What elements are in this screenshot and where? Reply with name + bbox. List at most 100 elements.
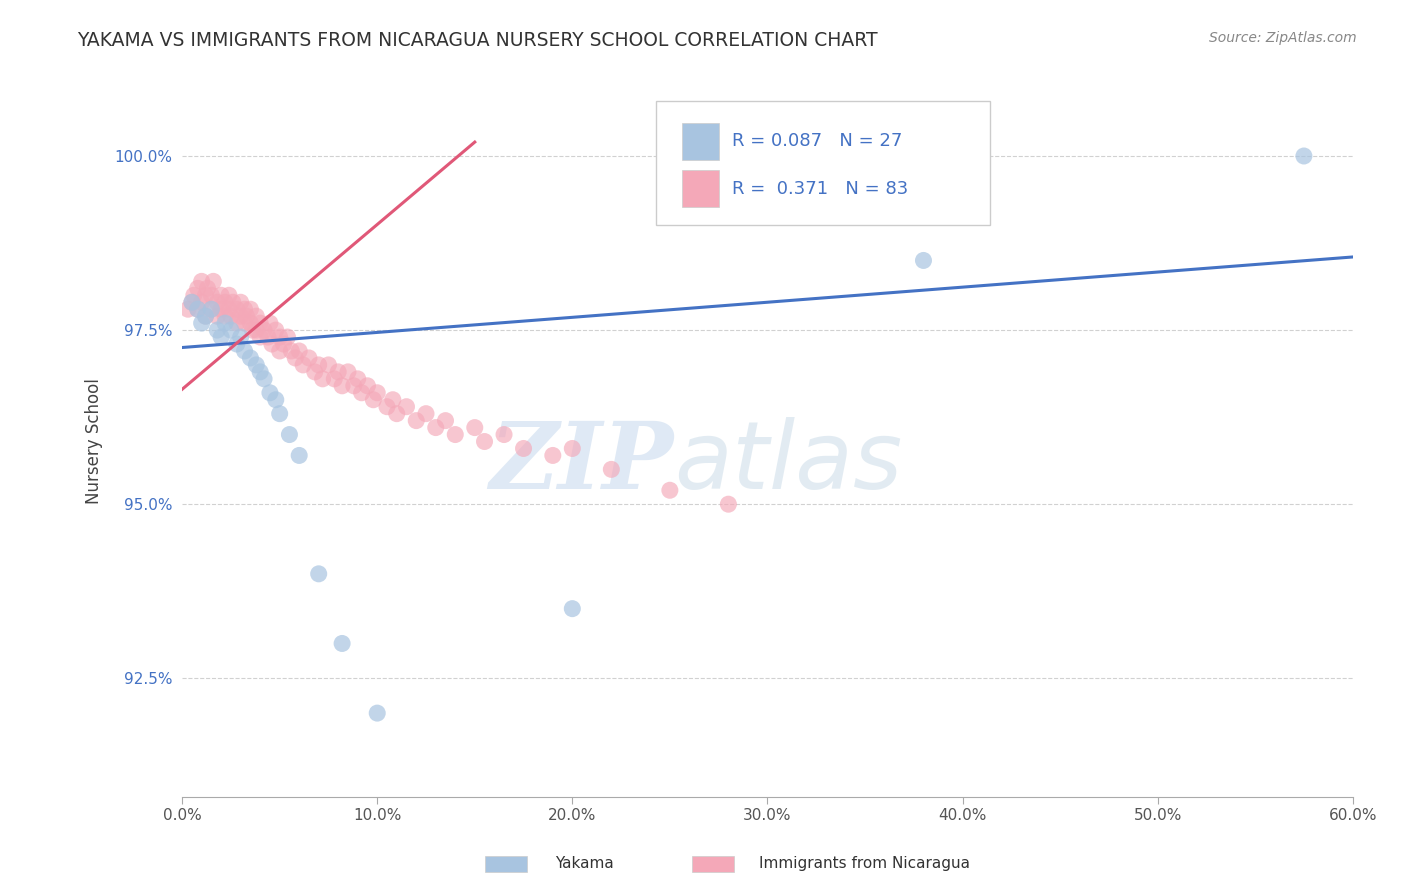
Point	[249, 330, 271, 344]
Point	[225, 316, 247, 330]
Point	[177, 302, 200, 317]
Point	[318, 358, 340, 372]
Point	[190, 316, 212, 330]
Point	[207, 309, 229, 323]
Point	[249, 365, 271, 379]
Point	[180, 295, 202, 310]
Point	[492, 427, 515, 442]
Point	[257, 330, 280, 344]
Point	[284, 351, 307, 365]
Point	[561, 601, 583, 615]
Point	[280, 343, 302, 358]
Point	[425, 420, 447, 434]
Point	[218, 302, 240, 317]
Point	[219, 309, 242, 323]
Point	[385, 407, 408, 421]
Point	[288, 343, 311, 358]
Text: R =  0.371   N = 83: R = 0.371 N = 83	[733, 179, 908, 198]
Point	[264, 392, 287, 407]
Point	[912, 253, 935, 268]
Point	[209, 302, 232, 317]
Point	[202, 274, 225, 288]
Point	[209, 288, 232, 302]
Point	[239, 302, 262, 317]
Text: ZIP: ZIP	[489, 417, 673, 508]
Point	[350, 385, 373, 400]
Text: Immigrants from Nicaragua: Immigrants from Nicaragua	[759, 856, 970, 871]
Point	[269, 407, 291, 421]
Point	[381, 392, 404, 407]
Point	[363, 392, 385, 407]
Point	[194, 288, 217, 302]
Point	[512, 442, 534, 456]
Point	[658, 483, 681, 498]
Point	[233, 302, 256, 317]
Point	[209, 330, 232, 344]
Point	[225, 302, 247, 317]
Point	[276, 330, 298, 344]
Point	[190, 274, 212, 288]
Point	[444, 427, 467, 442]
Point	[434, 414, 457, 428]
Point	[218, 288, 240, 302]
Text: atlas: atlas	[673, 417, 903, 508]
Point	[375, 400, 398, 414]
Point	[229, 330, 252, 344]
Text: R = 0.087   N = 27: R = 0.087 N = 27	[733, 132, 903, 150]
Text: Yakama: Yakama	[555, 856, 614, 871]
Point	[214, 295, 236, 310]
Point	[1292, 149, 1315, 163]
Point	[222, 295, 245, 310]
Point	[259, 385, 281, 400]
Point	[356, 379, 378, 393]
Point	[194, 309, 217, 323]
Point	[239, 351, 262, 365]
Point	[229, 295, 252, 310]
Point	[328, 365, 350, 379]
Point	[183, 288, 205, 302]
Point	[336, 365, 359, 379]
Point	[600, 462, 623, 476]
Point	[366, 385, 388, 400]
Text: YAKAMA VS IMMIGRANTS FROM NICARAGUA NURSERY SCHOOL CORRELATION CHART: YAKAMA VS IMMIGRANTS FROM NICARAGUA NURS…	[77, 31, 877, 50]
Point	[245, 309, 267, 323]
Point	[225, 337, 247, 351]
Point	[264, 323, 287, 337]
Point	[187, 281, 209, 295]
Point	[229, 309, 252, 323]
Point	[330, 636, 353, 650]
Point	[464, 420, 486, 434]
Point	[259, 316, 281, 330]
Point	[311, 372, 333, 386]
Point	[541, 449, 564, 463]
Point	[330, 379, 353, 393]
Point	[415, 407, 437, 421]
Point	[343, 379, 366, 393]
Point	[197, 281, 219, 295]
Point	[273, 337, 295, 351]
Point	[187, 302, 209, 317]
Point	[214, 316, 236, 330]
Bar	[682, 170, 720, 207]
Point	[253, 323, 276, 337]
Point	[245, 323, 267, 337]
Point	[269, 330, 291, 344]
Point	[323, 372, 346, 386]
Point	[190, 295, 212, 310]
Point	[366, 706, 388, 720]
Point	[235, 309, 257, 323]
Point	[187, 302, 209, 317]
Point	[308, 358, 330, 372]
Point	[292, 358, 315, 372]
Bar	[682, 122, 720, 160]
Point	[207, 295, 229, 310]
Point	[474, 434, 496, 449]
Point	[346, 372, 368, 386]
Point	[180, 295, 202, 310]
Point	[269, 343, 291, 358]
Point	[219, 323, 242, 337]
Point	[233, 316, 256, 330]
Point	[717, 497, 740, 511]
Point	[239, 316, 262, 330]
Point	[260, 337, 283, 351]
